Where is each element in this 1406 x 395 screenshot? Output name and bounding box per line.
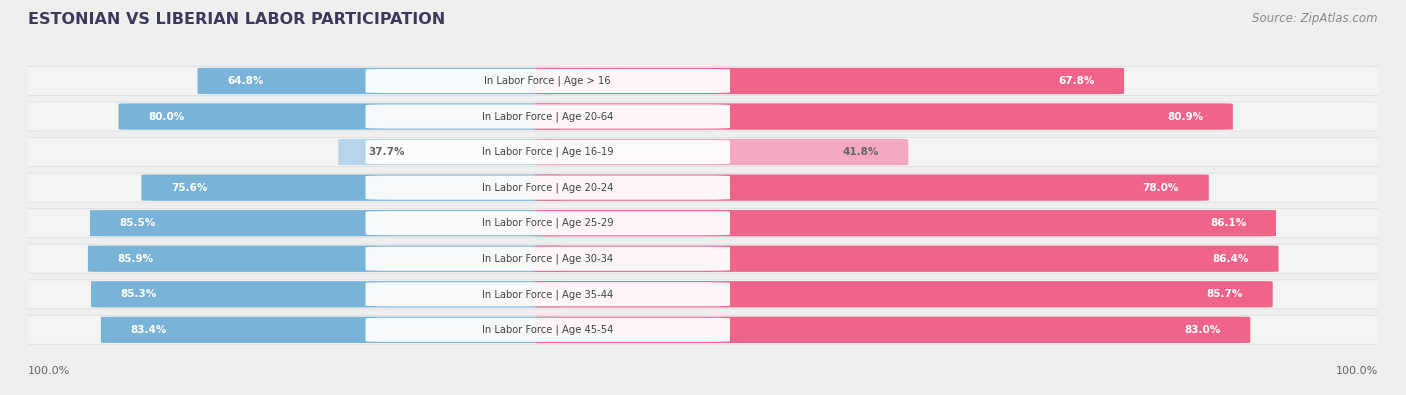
FancyBboxPatch shape	[118, 103, 561, 130]
Text: 100.0%: 100.0%	[28, 366, 70, 376]
FancyBboxPatch shape	[366, 140, 730, 164]
Text: 75.6%: 75.6%	[172, 182, 208, 193]
Text: 80.0%: 80.0%	[148, 111, 184, 122]
FancyBboxPatch shape	[8, 244, 1398, 274]
FancyBboxPatch shape	[18, 245, 1388, 273]
Text: 78.0%: 78.0%	[1143, 182, 1180, 193]
FancyBboxPatch shape	[142, 175, 561, 201]
Text: In Labor Force | Age 35-44: In Labor Force | Age 35-44	[482, 289, 613, 299]
Text: 86.4%: 86.4%	[1212, 254, 1249, 264]
Text: In Labor Force | Age 30-34: In Labor Force | Age 30-34	[482, 254, 613, 264]
Text: In Labor Force | Age 16-19: In Labor Force | Age 16-19	[482, 147, 613, 157]
Text: 100.0%: 100.0%	[1336, 366, 1378, 376]
Text: 80.9%: 80.9%	[1167, 111, 1204, 122]
FancyBboxPatch shape	[534, 68, 1123, 94]
Text: Source: ZipAtlas.com: Source: ZipAtlas.com	[1253, 12, 1378, 25]
FancyBboxPatch shape	[366, 69, 730, 93]
FancyBboxPatch shape	[8, 66, 1398, 96]
FancyBboxPatch shape	[534, 281, 1272, 307]
Text: 85.3%: 85.3%	[121, 289, 157, 299]
Text: 85.5%: 85.5%	[120, 218, 156, 228]
FancyBboxPatch shape	[197, 68, 561, 94]
FancyBboxPatch shape	[18, 173, 1388, 202]
Text: 85.7%: 85.7%	[1206, 289, 1243, 299]
Text: In Labor Force | Age 20-24: In Labor Force | Age 20-24	[482, 182, 613, 193]
Text: 37.7%: 37.7%	[368, 147, 405, 157]
Text: In Labor Force | Age 20-64: In Labor Force | Age 20-64	[482, 111, 613, 122]
FancyBboxPatch shape	[18, 102, 1388, 131]
FancyBboxPatch shape	[91, 281, 561, 307]
FancyBboxPatch shape	[534, 317, 1250, 343]
FancyBboxPatch shape	[8, 173, 1398, 203]
FancyBboxPatch shape	[18, 138, 1388, 166]
FancyBboxPatch shape	[18, 280, 1388, 308]
FancyBboxPatch shape	[534, 103, 1233, 130]
Text: 85.9%: 85.9%	[118, 254, 153, 264]
FancyBboxPatch shape	[18, 316, 1388, 344]
FancyBboxPatch shape	[366, 104, 730, 129]
FancyBboxPatch shape	[339, 139, 561, 165]
Text: ESTONIAN VS LIBERIAN LABOR PARTICIPATION: ESTONIAN VS LIBERIAN LABOR PARTICIPATION	[28, 12, 446, 27]
FancyBboxPatch shape	[366, 282, 730, 307]
FancyBboxPatch shape	[89, 246, 561, 272]
FancyBboxPatch shape	[8, 208, 1398, 238]
FancyBboxPatch shape	[18, 209, 1388, 237]
FancyBboxPatch shape	[90, 210, 561, 236]
FancyBboxPatch shape	[534, 210, 1277, 236]
FancyBboxPatch shape	[8, 102, 1398, 132]
Text: In Labor Force | Age 45-54: In Labor Force | Age 45-54	[482, 325, 613, 335]
FancyBboxPatch shape	[18, 67, 1388, 95]
Text: 64.8%: 64.8%	[228, 76, 263, 86]
FancyBboxPatch shape	[534, 175, 1209, 201]
FancyBboxPatch shape	[366, 211, 730, 235]
Text: 67.8%: 67.8%	[1057, 76, 1094, 86]
FancyBboxPatch shape	[101, 317, 561, 343]
Text: 83.0%: 83.0%	[1184, 325, 1220, 335]
Text: 41.8%: 41.8%	[842, 147, 879, 157]
Text: 86.1%: 86.1%	[1211, 218, 1246, 228]
FancyBboxPatch shape	[366, 175, 730, 200]
FancyBboxPatch shape	[534, 246, 1278, 272]
Text: In Labor Force | Age 25-29: In Labor Force | Age 25-29	[482, 218, 613, 228]
FancyBboxPatch shape	[366, 246, 730, 271]
FancyBboxPatch shape	[8, 279, 1398, 309]
FancyBboxPatch shape	[366, 318, 730, 342]
FancyBboxPatch shape	[8, 315, 1398, 345]
FancyBboxPatch shape	[8, 137, 1398, 167]
FancyBboxPatch shape	[534, 139, 908, 165]
Text: 83.4%: 83.4%	[131, 325, 167, 335]
Text: In Labor Force | Age > 16: In Labor Force | Age > 16	[485, 76, 612, 86]
